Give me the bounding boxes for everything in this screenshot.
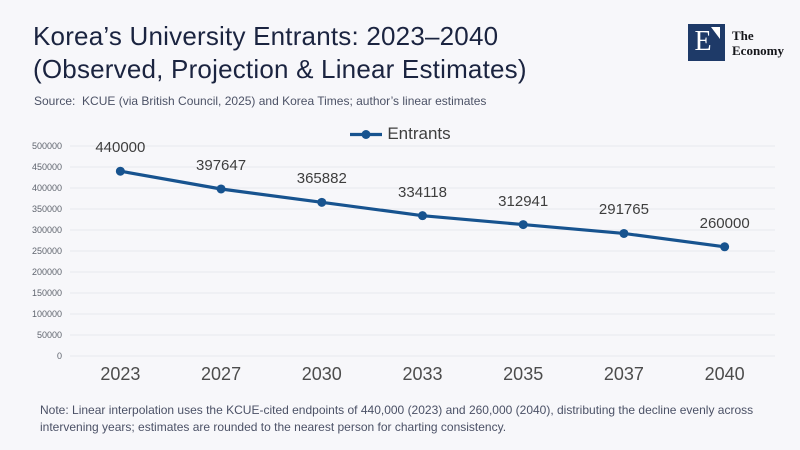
data-point-label: 334118 [398, 183, 447, 201]
data-point-label: 397647 [196, 156, 247, 174]
x-axis-tick-label: 2035 [503, 364, 544, 384]
data-point-marker [317, 197, 327, 207]
data-point-label: 440000 [95, 139, 146, 157]
chart-title-line2: (Observed, Projection & Linear Estimates… [33, 54, 527, 84]
data-point-label: 312941 [498, 192, 549, 210]
legend-label: Entrants [387, 124, 451, 143]
source-caption: Source: KCUE (via British Council, 2025)… [34, 94, 487, 108]
data-point-label: 260000 [699, 214, 750, 232]
line-chart: Entrants 0 50000 100000 150000 200000 250000 3… [0, 120, 800, 395]
y-axis-tick-label: 400000 [31, 183, 62, 193]
logo-letter-e: E [694, 26, 712, 57]
data-point-marker [418, 211, 427, 221]
data-point-marker [720, 242, 730, 252]
x-axis-tick-label: 2040 [704, 364, 745, 384]
data-point-label: 365882 [296, 170, 347, 188]
y-axis-tick-label: 100000 [31, 309, 62, 319]
footnote-line1: Note: Linear interpolation uses the KCUE… [40, 403, 754, 417]
y-axis-tick-label: 450000 [31, 162, 62, 172]
legend[interactable]: Entrants [0, 124, 800, 144]
logo-wordmark: The Economy [732, 28, 784, 58]
x-axis-tick-label: 2030 [301, 364, 342, 384]
data-point-marker [518, 220, 528, 230]
logo-wordmark-line1: The [732, 27, 754, 43]
the-economy-logo-mark: E [688, 24, 725, 61]
the-economy-logo: E The Economy [688, 24, 784, 61]
x-axis-tick-label: 2023 [100, 364, 141, 384]
logo-wordmark-line2: Economy [732, 42, 784, 58]
y-axis-tick-label: 0 [56, 351, 62, 361]
x-axis-tick-label: 2027 [201, 364, 242, 384]
y-axis-tick-label: 350000 [31, 204, 62, 214]
x-axis-tick-label: 2037 [603, 364, 644, 384]
y-axis-tick-label: 200000 [31, 267, 62, 277]
logo-notch-icon [711, 27, 720, 39]
y-axis-tick-label: 250000 [31, 246, 62, 256]
data-point-label: 291765 [598, 201, 649, 219]
y-axis-tick-label: 500000 [31, 141, 62, 151]
footnote-line2: intervening years; estimates are rounded… [40, 419, 507, 434]
chart-title: Korea’s University Entrants: 2023–2040 (… [33, 20, 527, 86]
chart-title-line1: Korea’s University Entrants: 2023–2040 [33, 21, 499, 51]
y-axis-tick-label: 300000 [31, 225, 62, 235]
footnote: Note: Linear interpolation uses the KCUE… [40, 402, 753, 435]
legend-line-marker-icon [350, 129, 383, 139]
y-axis-tick-label: 50000 [36, 330, 62, 340]
x-axis-tick-label: 2033 [402, 364, 443, 384]
data-point-marker [619, 228, 629, 238]
plot-area [70, 145, 775, 357]
data-point-marker [115, 166, 125, 176]
data-point-marker [216, 184, 226, 194]
y-axis-tick-label: 150000 [31, 288, 62, 298]
